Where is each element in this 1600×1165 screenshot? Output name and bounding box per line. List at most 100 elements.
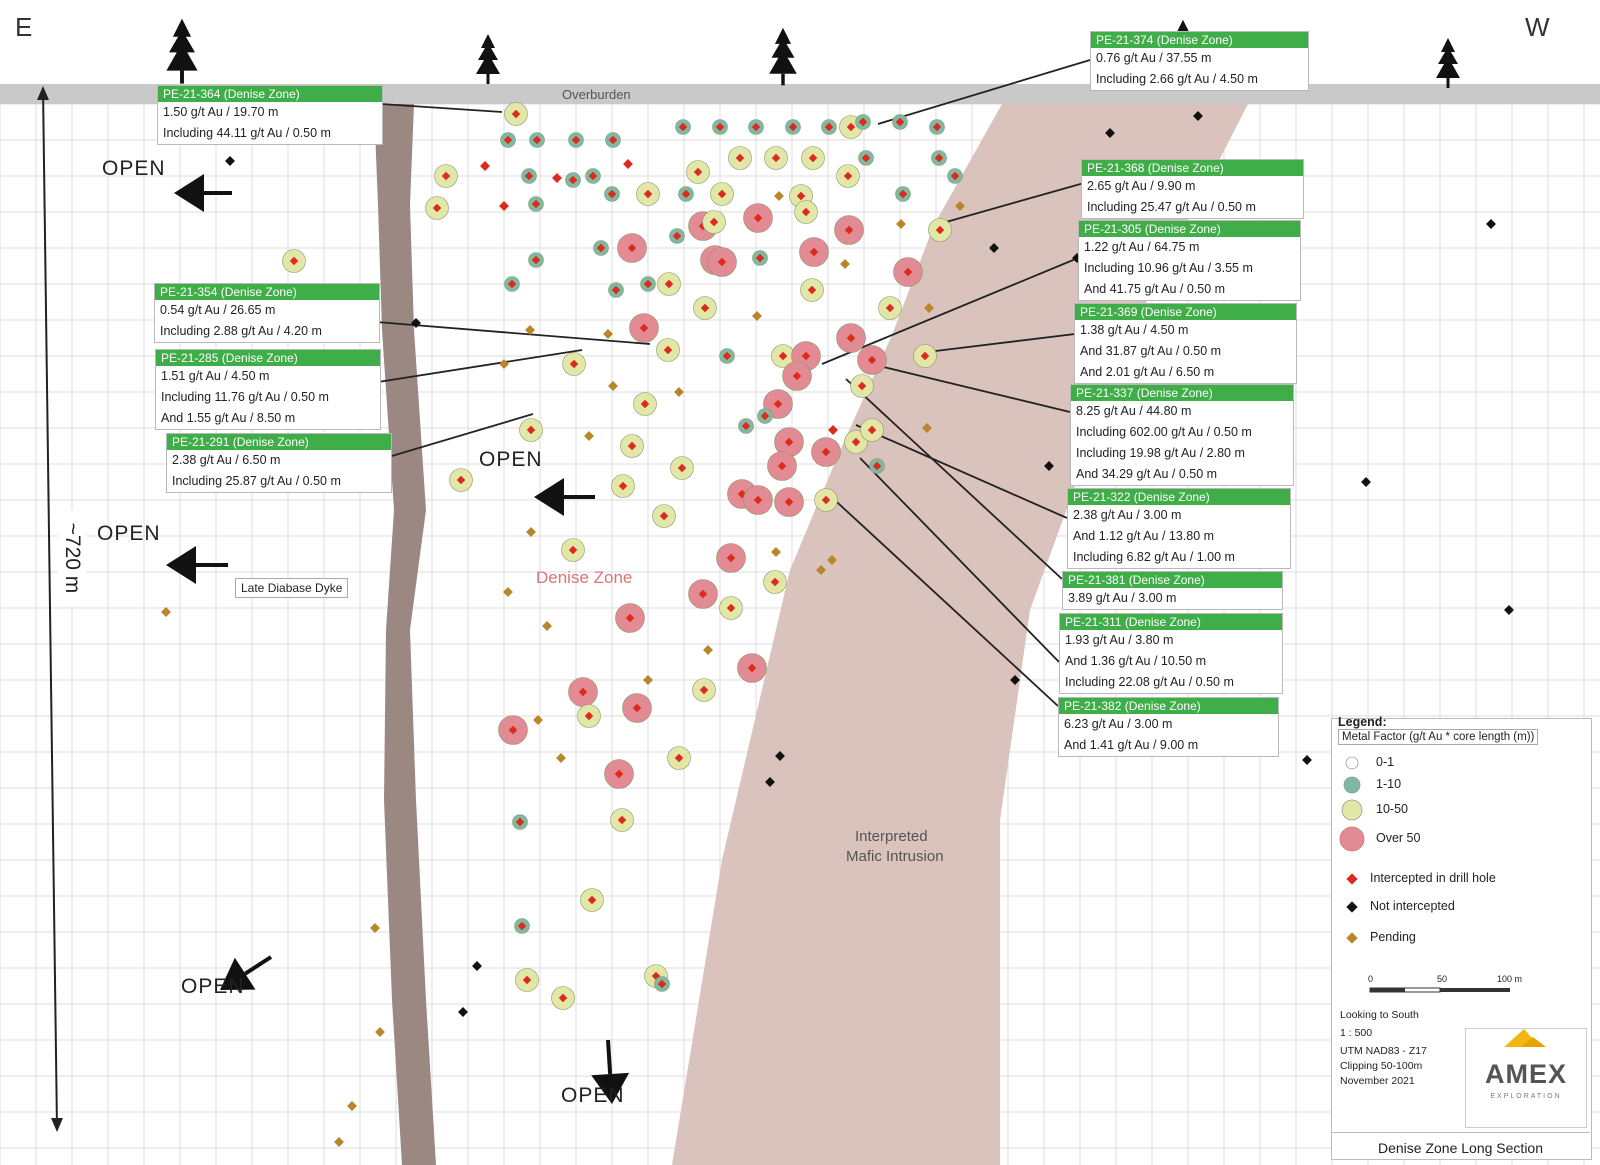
open-arrow-icon (220, 955, 273, 990)
intercept-marker (741, 421, 751, 431)
drill-hole-title: PE-21-337 (Denise Zone) (1071, 385, 1293, 401)
drill-hole-label-pe-21-364: PE-21-364 (Denise Zone) 1.50 g/t Au / 19.… (157, 85, 383, 145)
leader-line (821, 257, 1079, 365)
open-label-3: OPEN (479, 448, 543, 471)
drill-hole-label-pe-21-291: PE-21-291 (Denise Zone) 2.38 g/t Au / 6.5… (166, 433, 392, 493)
drill-hole-result: Including 44.11 g/t Au / 0.50 m (163, 126, 331, 140)
dyke-label: Late Diabase Dyke (235, 578, 349, 598)
logo-tagline: EXPLORATION (1490, 1093, 1562, 1100)
depth-arrow-bottom (51, 1118, 63, 1132)
pending-marker (674, 387, 684, 397)
intercept-marker (857, 381, 867, 391)
intercept-marker (885, 303, 895, 313)
intercept-marker (677, 463, 687, 473)
tree-icon (476, 34, 500, 84)
drill-hole-result: Including 11.76 g/t Au / 0.50 m (161, 390, 329, 404)
intercept-marker (699, 685, 709, 695)
intercept-marker (821, 447, 831, 457)
intercept-marker (441, 171, 451, 181)
legend-class-2: 10-50 (1376, 802, 1408, 816)
intercept-marker (584, 711, 594, 721)
leader-line (825, 491, 1059, 707)
not-intercepted-marker (775, 751, 785, 761)
drill-hole-label-pe-21-369: PE-21-369 (Denise Zone) 1.38 g/t Au / 4.5… (1074, 303, 1297, 384)
diabase-dyke (374, 104, 436, 1165)
legend-note-1: 1 : 500 (1340, 1027, 1373, 1039)
pending-marker (816, 565, 826, 575)
drill-hole-result: 1.50 g/t Au / 19.70 m (163, 105, 279, 119)
drill-hole-result: Including 10.96 g/t Au / 3.55 m (1084, 261, 1253, 275)
intercept-marker (587, 895, 597, 905)
open-arrow-icon (534, 478, 595, 516)
pending-marker (643, 675, 653, 685)
open-arrow-icon (591, 1039, 630, 1104)
scale-bar (1369, 987, 1510, 993)
intercept-marker (627, 441, 637, 451)
drill-hole-label-pe-21-305: PE-21-305 (Denise Zone) 1.22 g/t Au / 64.… (1078, 220, 1301, 301)
legend-class-3: Over 50 (1376, 831, 1421, 845)
pending-marker (584, 431, 594, 441)
not-intercepted-marker (1010, 675, 1020, 685)
amex-logo: AMEX EXPLORATION (1465, 1028, 1587, 1128)
intercept-marker (515, 817, 525, 827)
intercept-marker (456, 475, 466, 485)
drill-hole-title: PE-21-381 (Denise Zone) (1063, 572, 1282, 588)
legend-swatch-over-50 (1339, 826, 1365, 852)
scale-tick-0: 0 (1368, 974, 1374, 984)
drill-hole-title: PE-21-374 (Denise Zone) (1091, 32, 1308, 48)
leader-line (870, 363, 1071, 413)
legend-note-3: Clipping 50-100m (1340, 1060, 1423, 1072)
open-label-2: OPEN (97, 522, 161, 545)
pending-marker (752, 311, 762, 321)
drill-hole-label-pe-21-381: PE-21-381 (Denise Zone) 3.89 g/t Au / 3.0… (1062, 571, 1283, 610)
legend-note-4: November 2021 (1340, 1075, 1415, 1087)
legend-subtitle: Metal Factor (g/t Au * core length (m)) (1338, 729, 1539, 745)
scale-tick-2: 100 m (1497, 974, 1523, 984)
drill-hole-title: PE-21-382 (Denise Zone) (1059, 698, 1278, 714)
drill-hole-result: 2.65 g/t Au / 9.90 m (1087, 179, 1196, 193)
intercept-marker (867, 425, 877, 435)
intercepted-marker (623, 159, 633, 169)
intercepted-marker (480, 161, 490, 171)
drill-hole-result: 8.25 g/t Au / 44.80 m (1076, 404, 1192, 418)
pending-marker (503, 587, 513, 597)
intercept-marker (526, 425, 536, 435)
intercept-marker (846, 333, 856, 343)
intercept-marker (753, 495, 763, 505)
drill-hole-title: PE-21-322 (Denise Zone) (1068, 489, 1290, 505)
drill-hole-result: And 1.12 g/t Au / 13.80 m (1073, 529, 1215, 543)
leader-line (918, 333, 1076, 354)
intercept-marker (664, 279, 674, 289)
drill-hole-title: PE-21-311 (Denise Zone) (1060, 614, 1282, 630)
pending-marker (608, 381, 618, 391)
pending-marker (774, 191, 784, 201)
intercept-marker (726, 603, 736, 613)
intercept-marker (872, 461, 882, 471)
intercept-marker (801, 351, 811, 361)
intercept-marker (778, 351, 788, 361)
open-label-5: OPEN (561, 1084, 625, 1107)
legend-marker-swatch (1346, 873, 1358, 885)
leader-line (938, 182, 1085, 225)
intercept-marker (903, 267, 913, 277)
drill-hole-label-pe-21-285: PE-21-285 (Denise Zone) 1.51 g/t Au / 4.5… (155, 349, 381, 430)
pending-marker (347, 1101, 357, 1111)
intercept-marker (643, 279, 653, 289)
pending-marker (556, 753, 566, 763)
not-intercepted-marker (1044, 461, 1054, 471)
scale-tick-1: 50 (1437, 974, 1448, 984)
intercept-marker (851, 437, 861, 447)
drill-hole-result: Including 22.08 g/t Au / 0.50 m (1065, 675, 1234, 689)
legend-title: Legend: (1338, 715, 1387, 729)
drill-hole-label-pe-21-311: PE-21-311 (Denise Zone) 1.93 g/t Au / 3.8… (1059, 613, 1283, 694)
drill-hole-label-pe-21-382: PE-21-382 (Denise Zone) 6.23 g/t Au / 3.0… (1058, 697, 1279, 757)
not-intercepted-marker (765, 777, 775, 787)
pending-marker (703, 645, 713, 655)
intercept-marker (507, 279, 517, 289)
legend-marker-0: Intercepted in drill hole (1370, 871, 1496, 885)
intercepted-marker (499, 201, 509, 211)
drill-hole-result: And 41.75 g/t Au / 0.50 m (1084, 282, 1226, 296)
not-intercepted-marker (458, 1007, 468, 1017)
not-intercepted-marker (1361, 477, 1371, 487)
